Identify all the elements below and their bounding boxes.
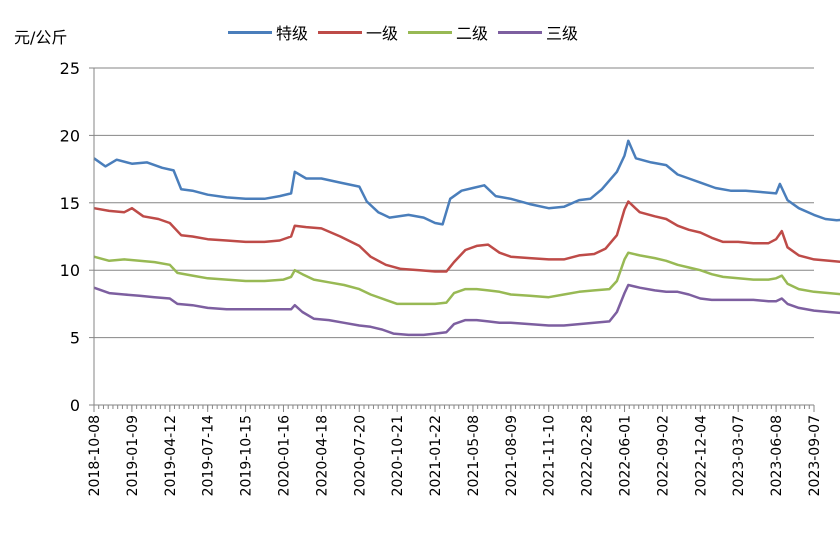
x-tick-label: 2022-06-01 (618, 415, 634, 496)
legend-swatch (408, 30, 453, 34)
legend-label: 三级 (546, 24, 579, 43)
legend-swatch (228, 30, 272, 34)
legend-item-series-1: 一级 (318, 20, 398, 44)
x-tick-label: 2023-09-07 (807, 415, 823, 496)
legend-swatch (318, 30, 363, 34)
legend-label: 特级 (276, 24, 309, 43)
x-tick-label: 2020-04-18 (314, 415, 330, 496)
y-axis-ticks: 0 5 10 15 20 25 (60, 59, 94, 415)
series-line (93, 251, 840, 306)
legend-label: 一级 (366, 24, 399, 43)
y-axis-title: 元/公斤 (14, 28, 68, 47)
series-line (93, 139, 840, 226)
x-axis-ticks: 2018-10-08 2019-01-09 2019-04-12 2019-07-14… (87, 405, 823, 496)
x-tick-label: 2020-07-20 (352, 415, 368, 496)
x-tick-label: 2023-06-08 (769, 415, 785, 496)
x-tick-label: 2021-08-09 (504, 415, 520, 496)
y-tick-label: 20 (60, 126, 80, 145)
x-tick-label: 2019-01-09 (125, 415, 141, 496)
y-tick-label: 15 (60, 194, 80, 213)
legend: 特级 一级 二级 三级 (228, 20, 588, 44)
x-tick-label: 2021-01-22 (428, 415, 444, 496)
legend-item-series-2: 二级 (408, 20, 488, 44)
series-lines (93, 139, 840, 337)
x-tick-label: 2020-10-21 (390, 415, 406, 496)
legend-item-series-0: 特级 (228, 20, 308, 44)
y-tick-label: 5 (70, 329, 80, 348)
series-line (93, 200, 840, 273)
x-tick-label: 2019-10-15 (239, 415, 255, 496)
y-tick-label: 10 (60, 261, 80, 280)
x-tick-label: 2021-05-08 (466, 415, 482, 496)
x-tick-label: 2019-04-12 (163, 415, 179, 496)
legend-label: 二级 (456, 24, 489, 43)
legend-swatch (498, 30, 543, 34)
x-tick-label: 2022-02-28 (580, 415, 596, 496)
legend-item-series-3: 三级 (498, 20, 578, 44)
x-tick-label: 2018-10-08 (87, 415, 103, 496)
x-tick-label: 2023-03-07 (731, 415, 747, 496)
x-tick-label: 2020-01-16 (276, 415, 292, 496)
x-tick-label: 2019-07-14 (201, 415, 217, 496)
x-tick-label: 2021-11-10 (542, 415, 558, 496)
y-tick-label: 0 (70, 396, 80, 415)
gridlines (94, 67, 814, 339)
x-tick-label: 2022-09-02 (655, 415, 671, 496)
x-tick-label: 2022-12-04 (693, 415, 709, 496)
series-line (93, 283, 840, 337)
y-tick-label: 25 (60, 59, 80, 78)
